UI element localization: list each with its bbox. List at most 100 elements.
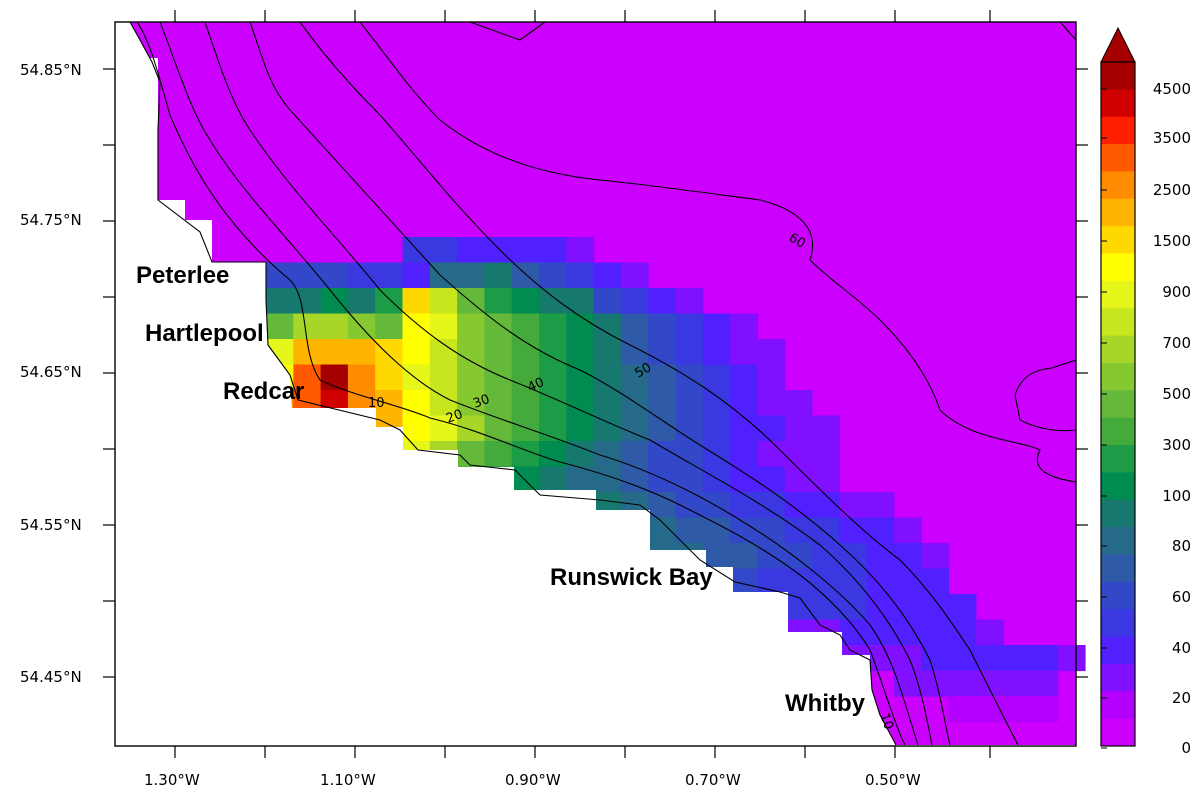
grid-cell — [702, 492, 731, 519]
grid-cell — [511, 288, 540, 315]
grid-cell — [347, 288, 376, 315]
grid-cell — [347, 339, 376, 366]
grid-cell — [593, 262, 622, 289]
grid-cell — [730, 492, 758, 519]
colorbar-swatch — [1101, 144, 1135, 172]
grid-cell — [730, 543, 758, 570]
grid-cell — [921, 543, 950, 570]
grid-cell — [648, 288, 677, 315]
grid-cell — [730, 390, 758, 417]
grid-cell — [266, 313, 294, 340]
grid-cell — [730, 339, 758, 366]
grid-cell — [730, 364, 758, 391]
grid-cell — [566, 237, 595, 264]
grid-cell — [893, 594, 922, 621]
grid-cell — [921, 568, 950, 595]
grid-cell — [757, 568, 786, 595]
grid-cell — [893, 568, 922, 595]
contour-label-10: 10 — [368, 396, 385, 411]
grid-cell — [484, 237, 513, 264]
contour-label-60: 60 — [786, 230, 808, 251]
grid-cell — [948, 670, 977, 697]
colorbar-swatch — [1101, 335, 1135, 364]
grid-cell — [566, 313, 595, 340]
grid-cell — [702, 364, 731, 391]
grid-cell — [320, 339, 349, 366]
colorbar-overflow-arrow — [1100, 26, 1136, 63]
grid-cell — [975, 619, 1004, 646]
lon-tick-label: 0.70°W — [685, 771, 741, 789]
land-mask — [115, 22, 896, 746]
lon-tick-label: 1.10°W — [320, 771, 376, 789]
lat-tick-label: 54.45°N — [20, 668, 82, 686]
grid-cell — [402, 390, 431, 417]
grid-cell — [511, 262, 540, 289]
grid-cell — [293, 364, 322, 391]
grid-cell — [484, 364, 513, 391]
grid-cell — [266, 288, 294, 315]
colorbar-label: 700 — [1162, 334, 1191, 352]
grid-cell — [921, 645, 950, 672]
colorbar-swatch — [1101, 116, 1135, 145]
grid-cell — [757, 390, 786, 417]
grid-cell — [948, 594, 977, 621]
grid-cell — [675, 415, 704, 442]
grid-cell — [539, 313, 567, 340]
contour-lines — [129, 21, 1077, 746]
lat-tick-label: 54.75°N — [20, 211, 82, 229]
place-label-runswick-bay: Runswick Bay — [550, 564, 713, 591]
grid-cell — [812, 543, 840, 570]
lon-tick-label: 0.90°W — [505, 771, 561, 789]
grid-cell — [293, 313, 322, 340]
grid-cell — [675, 313, 704, 340]
grid-cell — [539, 339, 567, 366]
grid-cell — [675, 517, 704, 544]
grid-cell — [539, 262, 567, 289]
grid-cell — [921, 594, 950, 621]
grid-cell — [812, 441, 840, 468]
grid-cell — [429, 262, 458, 289]
grid-cell — [457, 313, 485, 340]
grid-cell — [784, 594, 813, 621]
grid-cell — [893, 645, 922, 672]
grid-cell — [702, 517, 731, 544]
grid-cell — [593, 415, 622, 442]
grid-cell — [429, 288, 458, 315]
grid-cell — [320, 262, 349, 289]
colorbar-swatch — [1101, 417, 1135, 446]
grid-cell — [757, 415, 786, 442]
colorbar-swatch — [1101, 253, 1135, 282]
grid-cell — [839, 543, 868, 570]
colorbar-label: 4500 — [1153, 80, 1191, 98]
grid-cell — [757, 364, 786, 391]
grid-cell — [347, 313, 376, 340]
grid-cell — [730, 466, 758, 493]
grid-cell — [484, 339, 513, 366]
grid-cell — [757, 517, 786, 544]
colorbar-swatch — [1101, 554, 1135, 583]
grid-cell — [866, 568, 895, 595]
grid-cell — [730, 313, 758, 340]
colorbar-label: 0 — [1181, 739, 1191, 757]
grid-cell — [839, 619, 868, 646]
contour-label-50: 50 — [633, 360, 655, 381]
grid-cell — [866, 645, 895, 672]
grid-cell — [402, 364, 431, 391]
grid-cell — [566, 441, 595, 468]
grid-cell — [812, 492, 840, 519]
grid-cell — [730, 441, 758, 468]
grid-cell — [429, 415, 458, 442]
grid-cell — [620, 441, 649, 468]
place-label-redcar: Redcar — [223, 378, 304, 405]
grid-cell — [566, 390, 595, 417]
colorbar-label: 300 — [1162, 436, 1191, 454]
grid-cell — [402, 313, 431, 340]
colorbar: 4500 3500 2500 1500 900 700 500 300 100 80 60 40 20 0 — [1100, 26, 1191, 757]
grid-cell — [511, 390, 540, 417]
place-label-hartlepool: Hartlepool — [145, 320, 264, 347]
axis-ticks — [103, 10, 1088, 758]
colorbar-swatch — [1101, 226, 1135, 255]
grid-cell — [757, 441, 786, 468]
grid-cell — [429, 390, 458, 417]
grid-cell — [812, 466, 840, 493]
